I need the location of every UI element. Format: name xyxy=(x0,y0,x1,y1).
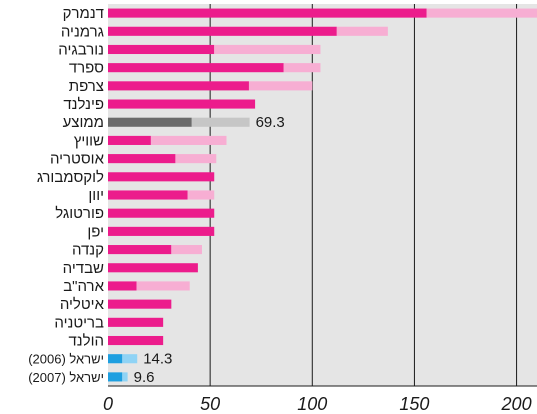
category-label: שוויץ xyxy=(74,132,104,149)
category-label: גרמניה xyxy=(61,23,104,40)
x-tick-label: 150 xyxy=(399,394,429,414)
bar-segment-primary xyxy=(108,172,215,182)
bar-segment-secondary xyxy=(248,81,313,91)
category-label: צרפת xyxy=(69,78,104,95)
category-label: דנמרק xyxy=(63,5,104,22)
category-label: ספרד xyxy=(69,60,104,77)
bar-segment-secondary xyxy=(426,8,537,18)
category-label: הולנד xyxy=(68,333,104,350)
category-label: נורבגיה xyxy=(58,41,104,58)
category-label: ישראל (2007) xyxy=(28,370,104,385)
bars xyxy=(108,8,537,382)
bar-segment-secondary xyxy=(122,372,128,382)
bar-segment-secondary xyxy=(136,281,190,291)
bar-segment-primary xyxy=(108,44,215,55)
bar-segment-primary xyxy=(108,26,337,36)
bar-segment-secondary xyxy=(214,44,321,55)
bar-segment-primary xyxy=(108,354,123,364)
category-label: איטליה xyxy=(60,296,105,313)
bar-segment-primary xyxy=(108,335,164,346)
bar-segment-primary xyxy=(108,226,215,236)
x-axis-ticks: 0 50 100 150 200 xyxy=(103,394,532,414)
data-label: 14.3 xyxy=(143,351,172,368)
x-tick-label: 0 xyxy=(103,394,113,414)
bar-segment-primary xyxy=(108,245,172,255)
bar-segment-secondary xyxy=(150,135,227,145)
category-label: לוקסמבורג xyxy=(37,169,104,186)
bar-segment-secondary xyxy=(336,26,388,36)
category-label: יוון xyxy=(88,187,104,204)
bar-segment-primary xyxy=(108,372,123,382)
bar-segment-primary xyxy=(108,8,427,18)
bar-segment-secondary xyxy=(122,354,138,364)
category-label: קנדה xyxy=(72,242,104,259)
bar-segment-primary xyxy=(108,117,192,127)
category-label: יפן xyxy=(87,223,104,240)
bar-segment-secondary xyxy=(187,190,215,200)
x-tick-label: 100 xyxy=(297,394,327,414)
bar-segment-secondary xyxy=(191,117,250,127)
bar-segment-primary xyxy=(108,135,151,145)
bar-segment-primary xyxy=(108,208,215,218)
category-label: אוסטריה xyxy=(50,151,105,168)
category-label: פינלנד xyxy=(63,96,104,113)
category-label: פורטוגל xyxy=(55,205,104,222)
bar-segment-primary xyxy=(108,81,249,91)
bar-segment-primary xyxy=(108,299,172,309)
bar-segment-primary xyxy=(108,317,164,327)
bar-segment-primary xyxy=(108,154,176,164)
bar-segment-primary xyxy=(108,99,256,109)
category-label: בריטניה xyxy=(54,314,104,331)
x-tick-label: 50 xyxy=(200,394,220,414)
data-label: 69.3 xyxy=(256,114,285,131)
bar-segment-secondary xyxy=(283,63,321,73)
bar-segment-primary xyxy=(108,63,284,73)
bar-segment-primary xyxy=(108,263,198,273)
data-labels: 69.3 14.39.6 xyxy=(134,114,285,386)
bar-segment-primary xyxy=(108,190,188,200)
x-tick-label: 200 xyxy=(501,394,532,414)
category-label: ישראל (2006) xyxy=(28,352,104,367)
bar-segment-secondary xyxy=(175,154,217,164)
category-label: שבדיה xyxy=(63,260,104,277)
data-label: 9.6 xyxy=(134,369,155,386)
category-label: ארה"ב xyxy=(63,278,104,295)
category-label: ממוצע xyxy=(63,114,104,131)
bar-segment-secondary xyxy=(171,245,202,255)
bar-segment-primary xyxy=(108,281,137,291)
